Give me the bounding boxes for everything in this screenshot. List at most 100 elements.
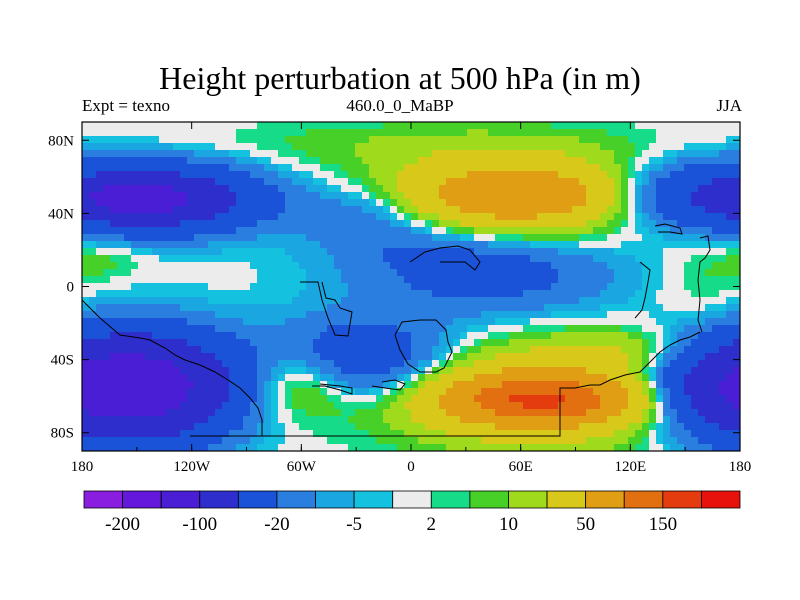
field-cell [474,185,482,193]
field-cell [159,297,167,305]
field-cell [138,353,146,361]
field-cell [355,171,363,179]
field-cell [159,367,167,375]
field-cell [257,276,265,284]
field-cell [474,241,482,249]
field-cell [607,311,615,319]
field-cell [264,423,272,431]
field-cell [719,318,727,326]
field-cell [187,178,195,186]
field-cell [726,178,734,186]
field-cell [243,234,251,242]
field-cell [488,304,496,312]
field-cell [152,185,160,193]
field-cell [173,325,181,333]
field-cell [194,248,202,256]
field-cell [208,269,216,277]
field-cell [684,367,692,375]
field-cell [593,423,601,431]
field-cell [523,192,531,200]
field-cell [229,136,237,144]
field-cell [187,276,195,284]
field-cell [537,220,545,228]
field-cell [222,346,230,354]
field-cell [432,136,440,144]
field-cell [236,122,244,130]
field-cell [649,283,657,291]
field-cell [383,437,391,445]
field-cell [292,353,300,361]
field-cell [292,199,300,207]
field-cell [180,430,188,438]
field-cell [705,129,713,137]
field-cell [369,150,377,158]
field-cell [621,199,629,207]
field-cell [705,444,713,451]
field-cell [236,325,244,333]
field-cell [404,346,412,354]
field-cell [481,129,489,137]
field-cell [320,423,328,431]
field-cell [257,360,265,368]
field-cell [299,122,307,130]
field-cell [474,297,482,305]
field-cell [222,129,230,137]
field-cell [145,255,153,263]
field-cell [236,402,244,410]
field-cell [348,241,356,249]
field-cell [397,206,405,214]
field-cell [523,325,531,333]
field-cell [586,129,594,137]
field-cell [299,360,307,368]
field-cell [544,353,552,361]
field-cell [229,409,237,417]
field-cell [642,157,650,165]
field-cell [383,213,391,221]
field-cell [446,220,454,228]
field-cell [502,283,510,291]
field-cell [670,388,678,396]
field-cell [124,381,132,389]
field-cell [152,444,160,451]
field-cell [404,297,412,305]
field-cell [628,416,636,424]
field-cell [341,339,349,347]
field-cell [103,325,111,333]
field-cell [271,136,279,144]
field-cell [635,423,643,431]
field-cell [600,248,608,256]
field-cell [607,136,615,144]
field-cell [257,423,265,431]
field-cell [117,388,125,396]
field-cell [257,248,265,256]
field-cell [635,367,643,375]
field-cell [257,122,265,130]
field-cell [572,157,580,165]
field-cell [292,367,300,375]
field-cell [117,122,125,130]
field-cell [684,360,692,368]
field-cell [439,395,447,403]
field-cell [299,269,307,277]
field-cell [376,423,384,431]
field-cell [145,381,153,389]
field-cell [320,164,328,172]
field-cell [663,213,671,221]
field-cell [453,416,461,424]
field-cell [362,416,370,424]
field-cell [481,136,489,144]
field-cell [656,304,664,312]
field-cell [579,143,587,151]
field-cell [341,353,349,361]
field-cell [502,311,510,319]
field-cell [488,199,496,207]
field-cell [348,374,356,382]
field-cell [621,234,629,242]
field-cell [649,290,657,298]
field-cell [96,290,104,298]
field-cell [509,199,517,207]
field-cell [572,227,580,235]
field-cell [579,129,587,137]
field-cell [334,157,342,165]
field-cell [327,234,335,242]
